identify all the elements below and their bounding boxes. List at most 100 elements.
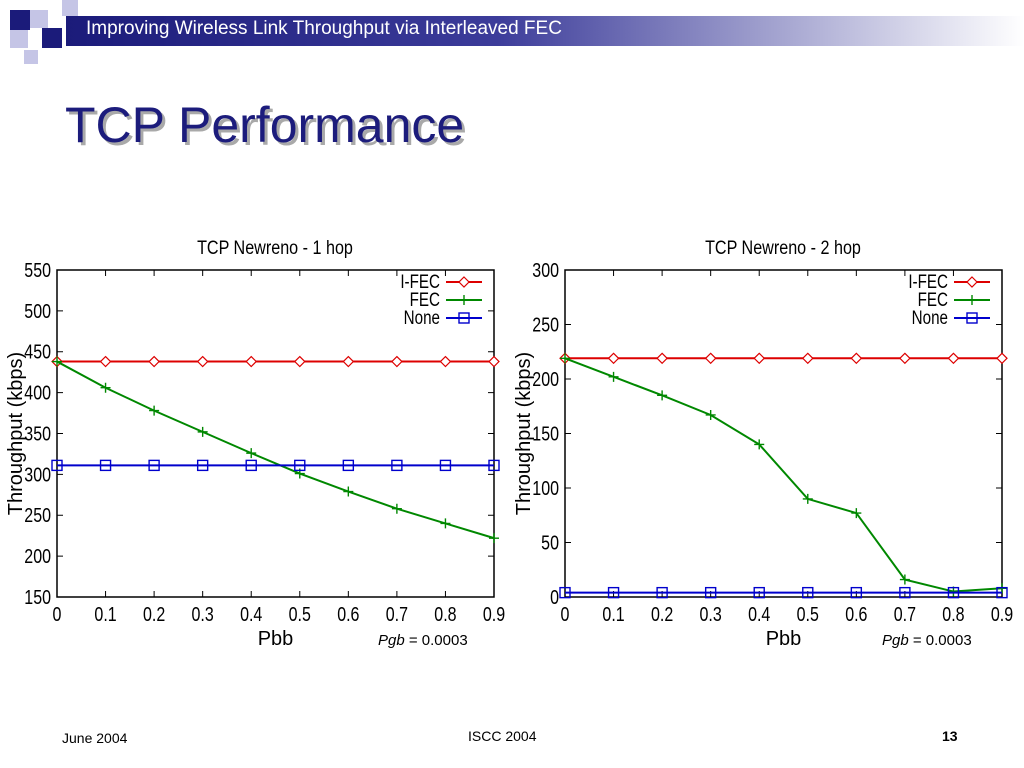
y-tick-label: 300 <box>532 259 559 281</box>
square-point <box>753 586 765 599</box>
square-point <box>947 586 960 599</box>
y-tick-label: 400 <box>24 382 51 404</box>
footer-page-number: 13 <box>942 728 958 744</box>
chart-title: TCP Newreno - 2 hop <box>705 237 861 259</box>
chart-1hop-svg: TCP Newreno - 1 hop 150 200 250 300 350 400 450… <box>5 237 505 650</box>
square-point <box>802 586 814 599</box>
plus-point <box>657 390 668 401</box>
footer-conference: ISCC 2004 <box>468 728 537 744</box>
square-point <box>245 459 257 472</box>
series-line <box>56 360 495 540</box>
square-point <box>148 459 160 472</box>
x-tick-label: 0.8 <box>434 603 456 625</box>
diamond-point <box>704 352 717 365</box>
y-tick-label: 350 <box>24 423 51 445</box>
y-tick-label: 150 <box>532 423 559 445</box>
plus-point <box>851 508 862 519</box>
y-tick-label: 150 <box>24 586 51 608</box>
diamond-point <box>148 355 160 368</box>
x-tick-label: 0.1 <box>602 603 624 625</box>
y-tick-label: 300 <box>24 464 51 486</box>
chart-1hop: TCP Newreno - 1 hop 150 200 250 300 350 400 450… <box>0 220 512 660</box>
x-tick-label: 0.2 <box>143 603 165 625</box>
logo-squares <box>0 0 80 80</box>
x-tick-label: 0.5 <box>289 603 311 625</box>
x-tick-label: 0.5 <box>797 603 819 625</box>
diamond-point <box>656 352 668 365</box>
diamond-point <box>458 276 470 288</box>
plus-point <box>440 518 451 529</box>
y-tick-label: 0 <box>550 586 559 608</box>
x-tick-label: 0.9 <box>991 603 1013 625</box>
pgb-var: Pgb <box>882 632 909 649</box>
diamond-point <box>996 352 1008 365</box>
diamond-point <box>947 352 960 365</box>
x-tick-label: 0.6 <box>845 603 867 625</box>
y-tick-label: 100 <box>532 477 559 499</box>
plus-point <box>459 295 469 305</box>
plus-point <box>608 371 619 382</box>
x-tick-label: 0.8 <box>942 603 964 625</box>
footer-date: June 2004 <box>62 730 128 746</box>
y-tick-label: 250 <box>24 505 51 527</box>
diamond-point <box>245 355 258 368</box>
series-none <box>51 459 500 472</box>
y-tick-label: 50 <box>541 532 559 554</box>
square-point <box>99 459 112 472</box>
slide-title: TCP Performance <box>65 97 465 153</box>
pgb-annotation-1: Pgb = 0.0003 <box>378 632 468 649</box>
plus-point <box>560 353 570 364</box>
x-tick-label: 0.3 <box>700 603 722 625</box>
plus-point <box>802 493 813 504</box>
plus-point <box>899 574 910 585</box>
pgb-var: Pgb <box>378 632 405 649</box>
series-fec <box>52 356 499 544</box>
square-point <box>439 459 452 472</box>
header-title: Improving Wireless Link Throughput via I… <box>86 18 562 39</box>
plus-point <box>391 503 402 514</box>
y-tick-label: 500 <box>24 300 51 322</box>
diamond-point <box>753 352 766 365</box>
diamond-point <box>439 355 452 368</box>
x-tick-label: 0.2 <box>651 603 673 625</box>
plus-point <box>489 533 499 544</box>
square-point <box>966 312 978 324</box>
chart-title: TCP Newreno - 1 hop <box>197 237 353 259</box>
x-tick-label: 0.9 <box>483 603 505 625</box>
square-point <box>488 459 500 472</box>
legend-label: I-FEC <box>908 270 948 292</box>
plus-point <box>149 405 160 416</box>
series-fec <box>560 353 1007 597</box>
diamond-point <box>99 355 112 368</box>
square-point <box>342 459 355 472</box>
square-point <box>196 459 209 472</box>
diamond-point <box>293 355 306 368</box>
plus-point <box>52 356 62 367</box>
diamond-point <box>899 352 911 365</box>
pgb-annotation-2: Pgb = 0.0003 <box>882 632 972 649</box>
square-point <box>458 312 470 324</box>
header-bar <box>66 16 1024 46</box>
plus-point <box>197 426 208 437</box>
plus-point <box>100 382 111 393</box>
x-tick-label: 0.7 <box>386 603 408 625</box>
diamond-point <box>196 355 209 368</box>
square-point <box>996 586 1008 599</box>
y-tick-label: 450 <box>24 341 51 363</box>
pgb-value: = 0.0003 <box>404 632 468 649</box>
square-point <box>704 586 717 599</box>
y-tick-label: 200 <box>532 368 559 390</box>
series-i-fec <box>51 355 500 368</box>
x-tick-label: 0.4 <box>240 603 262 625</box>
diamond-point <box>342 355 355 368</box>
x-axis-label: Pbb <box>258 628 294 650</box>
x-tick-label: 0.7 <box>894 603 916 625</box>
square-point <box>656 586 668 599</box>
plus-point <box>754 439 765 450</box>
legend-label: None <box>404 306 440 328</box>
square-point <box>899 586 911 599</box>
x-tick-label: 0 <box>561 603 570 625</box>
y-tick-label: 250 <box>532 314 559 336</box>
square-point <box>294 459 306 472</box>
series-i-fec <box>559 352 1008 365</box>
